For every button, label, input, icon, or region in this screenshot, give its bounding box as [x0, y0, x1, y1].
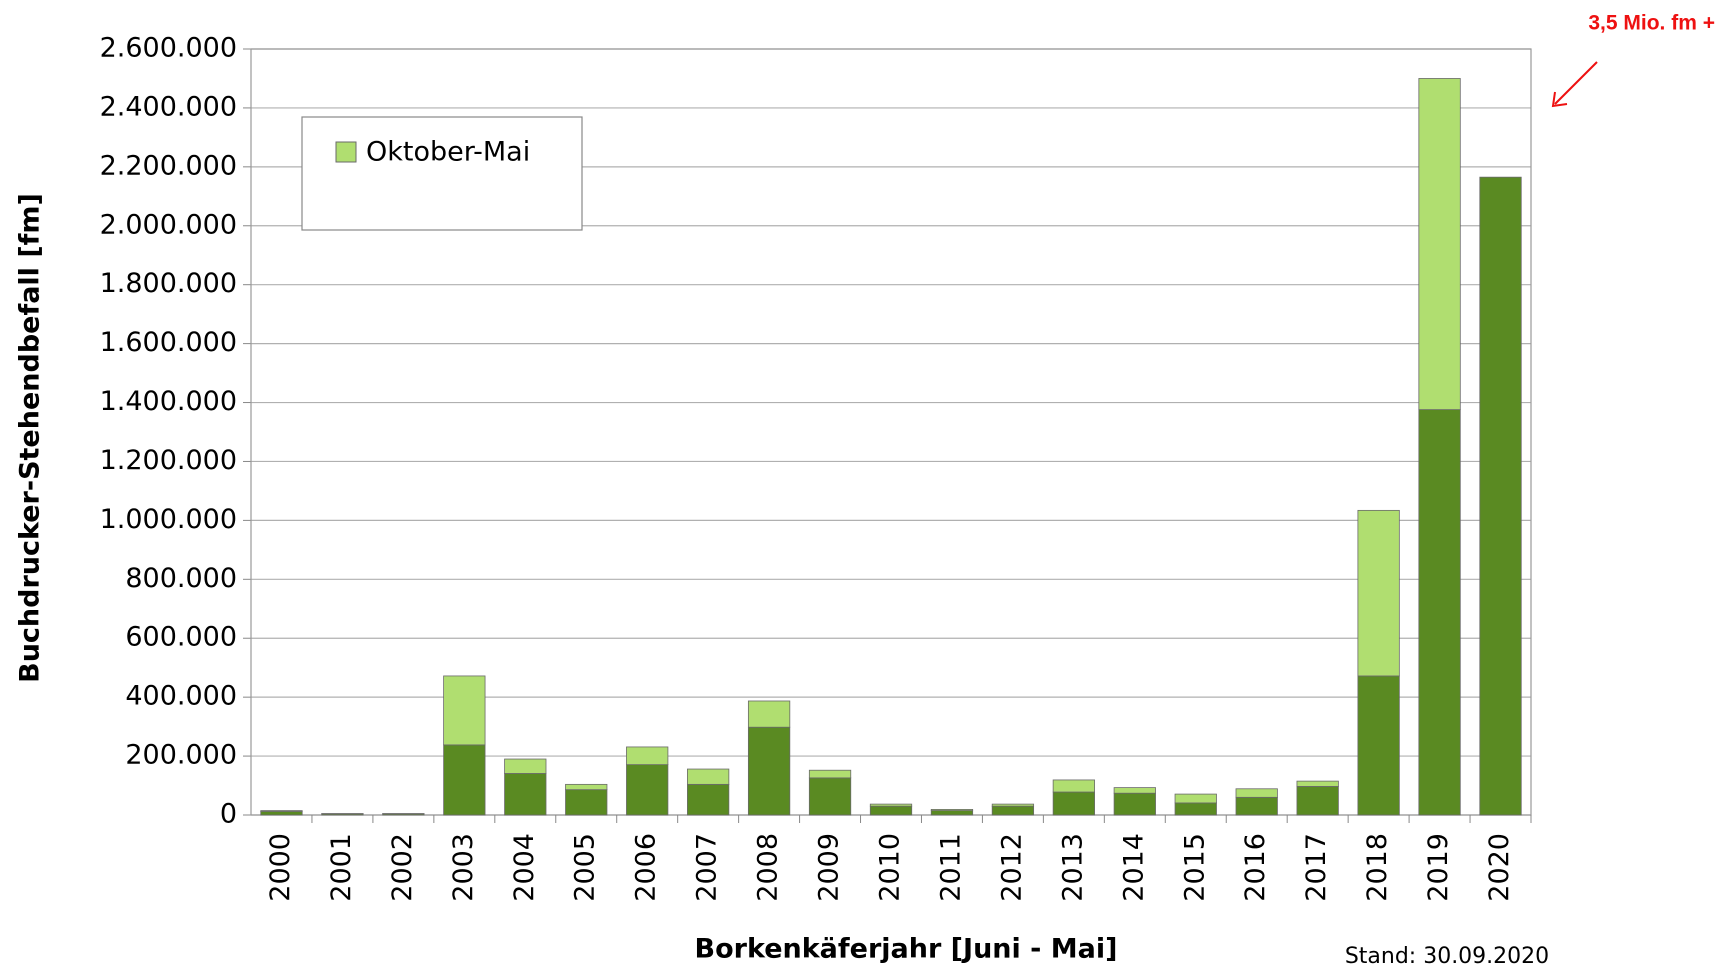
x-tick-label: 2006	[631, 833, 662, 902]
bar-segment	[1235, 796, 1278, 816]
y-tick-label: 1.000.000	[100, 504, 237, 535]
bar-segment	[991, 805, 1035, 816]
x-tick-label: 2008	[753, 833, 784, 902]
bar-segment	[1235, 788, 1278, 798]
x-tick-label: 2000	[265, 833, 296, 902]
bar-segment	[504, 758, 547, 774]
bar-segment	[1479, 176, 1522, 816]
bar-segment	[626, 746, 669, 766]
bar-segment	[626, 764, 669, 816]
x-tick-label: 2002	[387, 833, 418, 902]
y-tick-label: 600.000	[125, 622, 237, 653]
x-tick-label: 2016	[1240, 833, 1271, 902]
bar-segment	[1174, 793, 1217, 804]
y-tick-label: 800.000	[125, 563, 237, 594]
x-tick-label: 2013	[1057, 833, 1088, 902]
bar-segment	[930, 810, 974, 816]
y-tick-label: 2.200.000	[100, 150, 237, 181]
y-tick-label: 2.000.000	[100, 209, 237, 240]
bar-segment	[1174, 802, 1217, 816]
bar-segment	[991, 803, 1035, 807]
bar-segment	[260, 810, 303, 812]
bar-segment	[565, 783, 608, 791]
x-tick-label: 2011	[935, 833, 966, 902]
y-tick-label: 2.400.000	[100, 91, 237, 122]
y-tick-label: 200.000	[125, 740, 237, 771]
legend-label: Oktober-Mai	[366, 137, 530, 168]
x-tick-label: 2020	[1484, 833, 1515, 902]
x-tick-label: 2009	[814, 833, 845, 902]
y-tick-label: 400.000	[125, 681, 237, 712]
x-tick-label: 2015	[1179, 833, 1210, 902]
x-tick-label: 2017	[1301, 833, 1332, 902]
y-tick-label: 1.800.000	[100, 268, 237, 299]
bar-segment	[869, 803, 913, 807]
note: Stand: 30.09.2020	[1345, 944, 1549, 968]
bar-segment	[808, 769, 852, 779]
bar-segment	[687, 768, 730, 785]
y-tick-label: 1.200.000	[100, 445, 237, 476]
legend-box	[301, 116, 583, 231]
x-tick-label: 2012	[996, 833, 1027, 902]
bar-segment	[260, 811, 303, 816]
x-tick-label: 2005	[570, 833, 601, 902]
bar-segment	[687, 783, 730, 816]
bar-segment	[808, 777, 852, 816]
bar-segment	[504, 773, 547, 816]
bar-segment	[1418, 78, 1461, 411]
bar-segment	[1357, 509, 1400, 677]
bar-segment	[1113, 792, 1156, 816]
x-tick-label: 2018	[1362, 833, 1393, 902]
x-tick-label: 2007	[692, 833, 723, 902]
annotation: 3,5 Mio. fm +	[1588, 12, 1715, 35]
bar-segment	[1052, 779, 1095, 793]
bar-segment	[747, 700, 791, 728]
x-axis-title: Borkenkäferjahr [Juni - Mai]	[695, 934, 1118, 965]
x-tick-label: 2014	[1118, 833, 1149, 902]
bar-segment	[747, 726, 791, 816]
y-tick-label: 2.600.000	[100, 33, 237, 64]
bar-segment	[930, 809, 974, 811]
bar-segment	[1296, 780, 1339, 787]
bar-segment	[1418, 409, 1461, 816]
bar-segment	[1113, 787, 1156, 794]
annotation-arrowhead	[1551, 91, 1568, 108]
legend-swatch	[335, 141, 357, 163]
bar-segment	[443, 744, 486, 816]
y-tick-label: 1.600.000	[100, 327, 237, 358]
y-tick-label: 0	[220, 799, 237, 830]
x-tick-label: 2019	[1423, 833, 1454, 902]
x-tick-label: 2003	[448, 833, 479, 902]
bar-segment	[1052, 791, 1095, 816]
bar-segment	[869, 805, 913, 816]
x-tick-label: 2001	[326, 833, 357, 902]
bar-segment	[1357, 675, 1400, 816]
x-tick-label: 2010	[875, 833, 906, 902]
bar-segment	[1296, 786, 1339, 816]
x-tick-label: 2004	[509, 833, 540, 902]
annotation-arrow	[1554, 61, 1598, 105]
y-tick-label: 1.400.000	[100, 386, 237, 417]
bar-segment	[443, 675, 486, 746]
y-axis-title: Buchdrucker-Stehendbefall [fm]	[15, 193, 46, 683]
bar-segment	[565, 789, 608, 816]
